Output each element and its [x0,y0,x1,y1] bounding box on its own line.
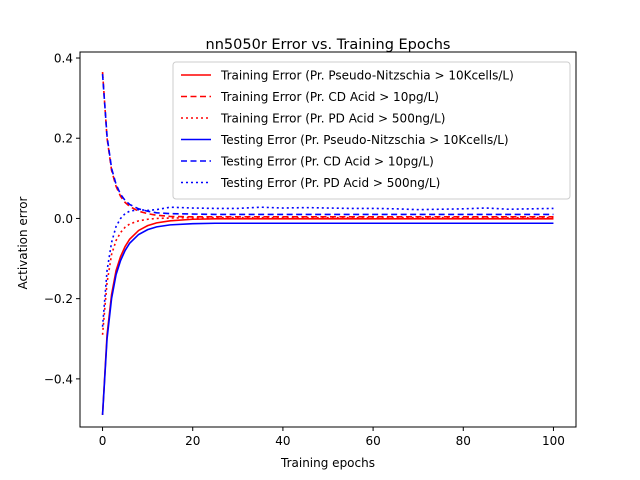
y-tick-label: −0.4 [44,372,73,386]
legend: Training Error (Pr. Pseudo-Nitzschia > 1… [172,61,571,200]
legend-label-2: Training Error (Pr. CD Acid > 10pg/L) [220,90,439,104]
x-tick-label: 60 [365,434,380,448]
legend-label-6: Testing Error (Pr. PD Acid > 500ng/L) [220,176,440,190]
series-line-4 [101,222,554,416]
axes-frame [79,51,577,428]
series-line-6 [101,206,554,327]
legend-label-3: Training Error (Pr. PD Acid > 500ng/L) [220,112,445,126]
axes: 0 20 40 60 80 100 −0.4 −0.2 0.0 0.2 0.4 [44,51,577,448]
x-tick-label: 0 [99,434,107,448]
series-line-1 [101,218,554,416]
x-tick-label: 80 [456,434,471,448]
x-axis-label: Training epochs [280,456,375,470]
chart-title: nn5050r Error vs. Training Epochs [206,37,451,53]
y-tick-label: 0.2 [54,132,73,146]
series-line-2 [101,71,554,218]
y-axis-label: Activation error [16,196,30,289]
legend-label-1: Training Error (Pr. Pseudo-Nitzschia > 1… [220,69,514,83]
y-tick-label: 0.4 [54,52,73,66]
plot-area [101,71,554,416]
x-tick-label: 40 [275,434,290,448]
y-tick-label: 0.0 [54,212,73,226]
series-line-5 [101,74,554,216]
y-tick-label: −0.2 [44,292,73,306]
x-tick-label: 100 [542,434,565,448]
series-line-3 [101,216,554,335]
legend-label-5: Testing Error (Pr. CD Acid > 10pg/L) [220,155,434,169]
legend-box [172,61,571,200]
legend-label-4: Testing Error (Pr. Pseudo-Nitzschia > 10… [220,133,509,147]
x-tick-label: 20 [185,434,200,448]
